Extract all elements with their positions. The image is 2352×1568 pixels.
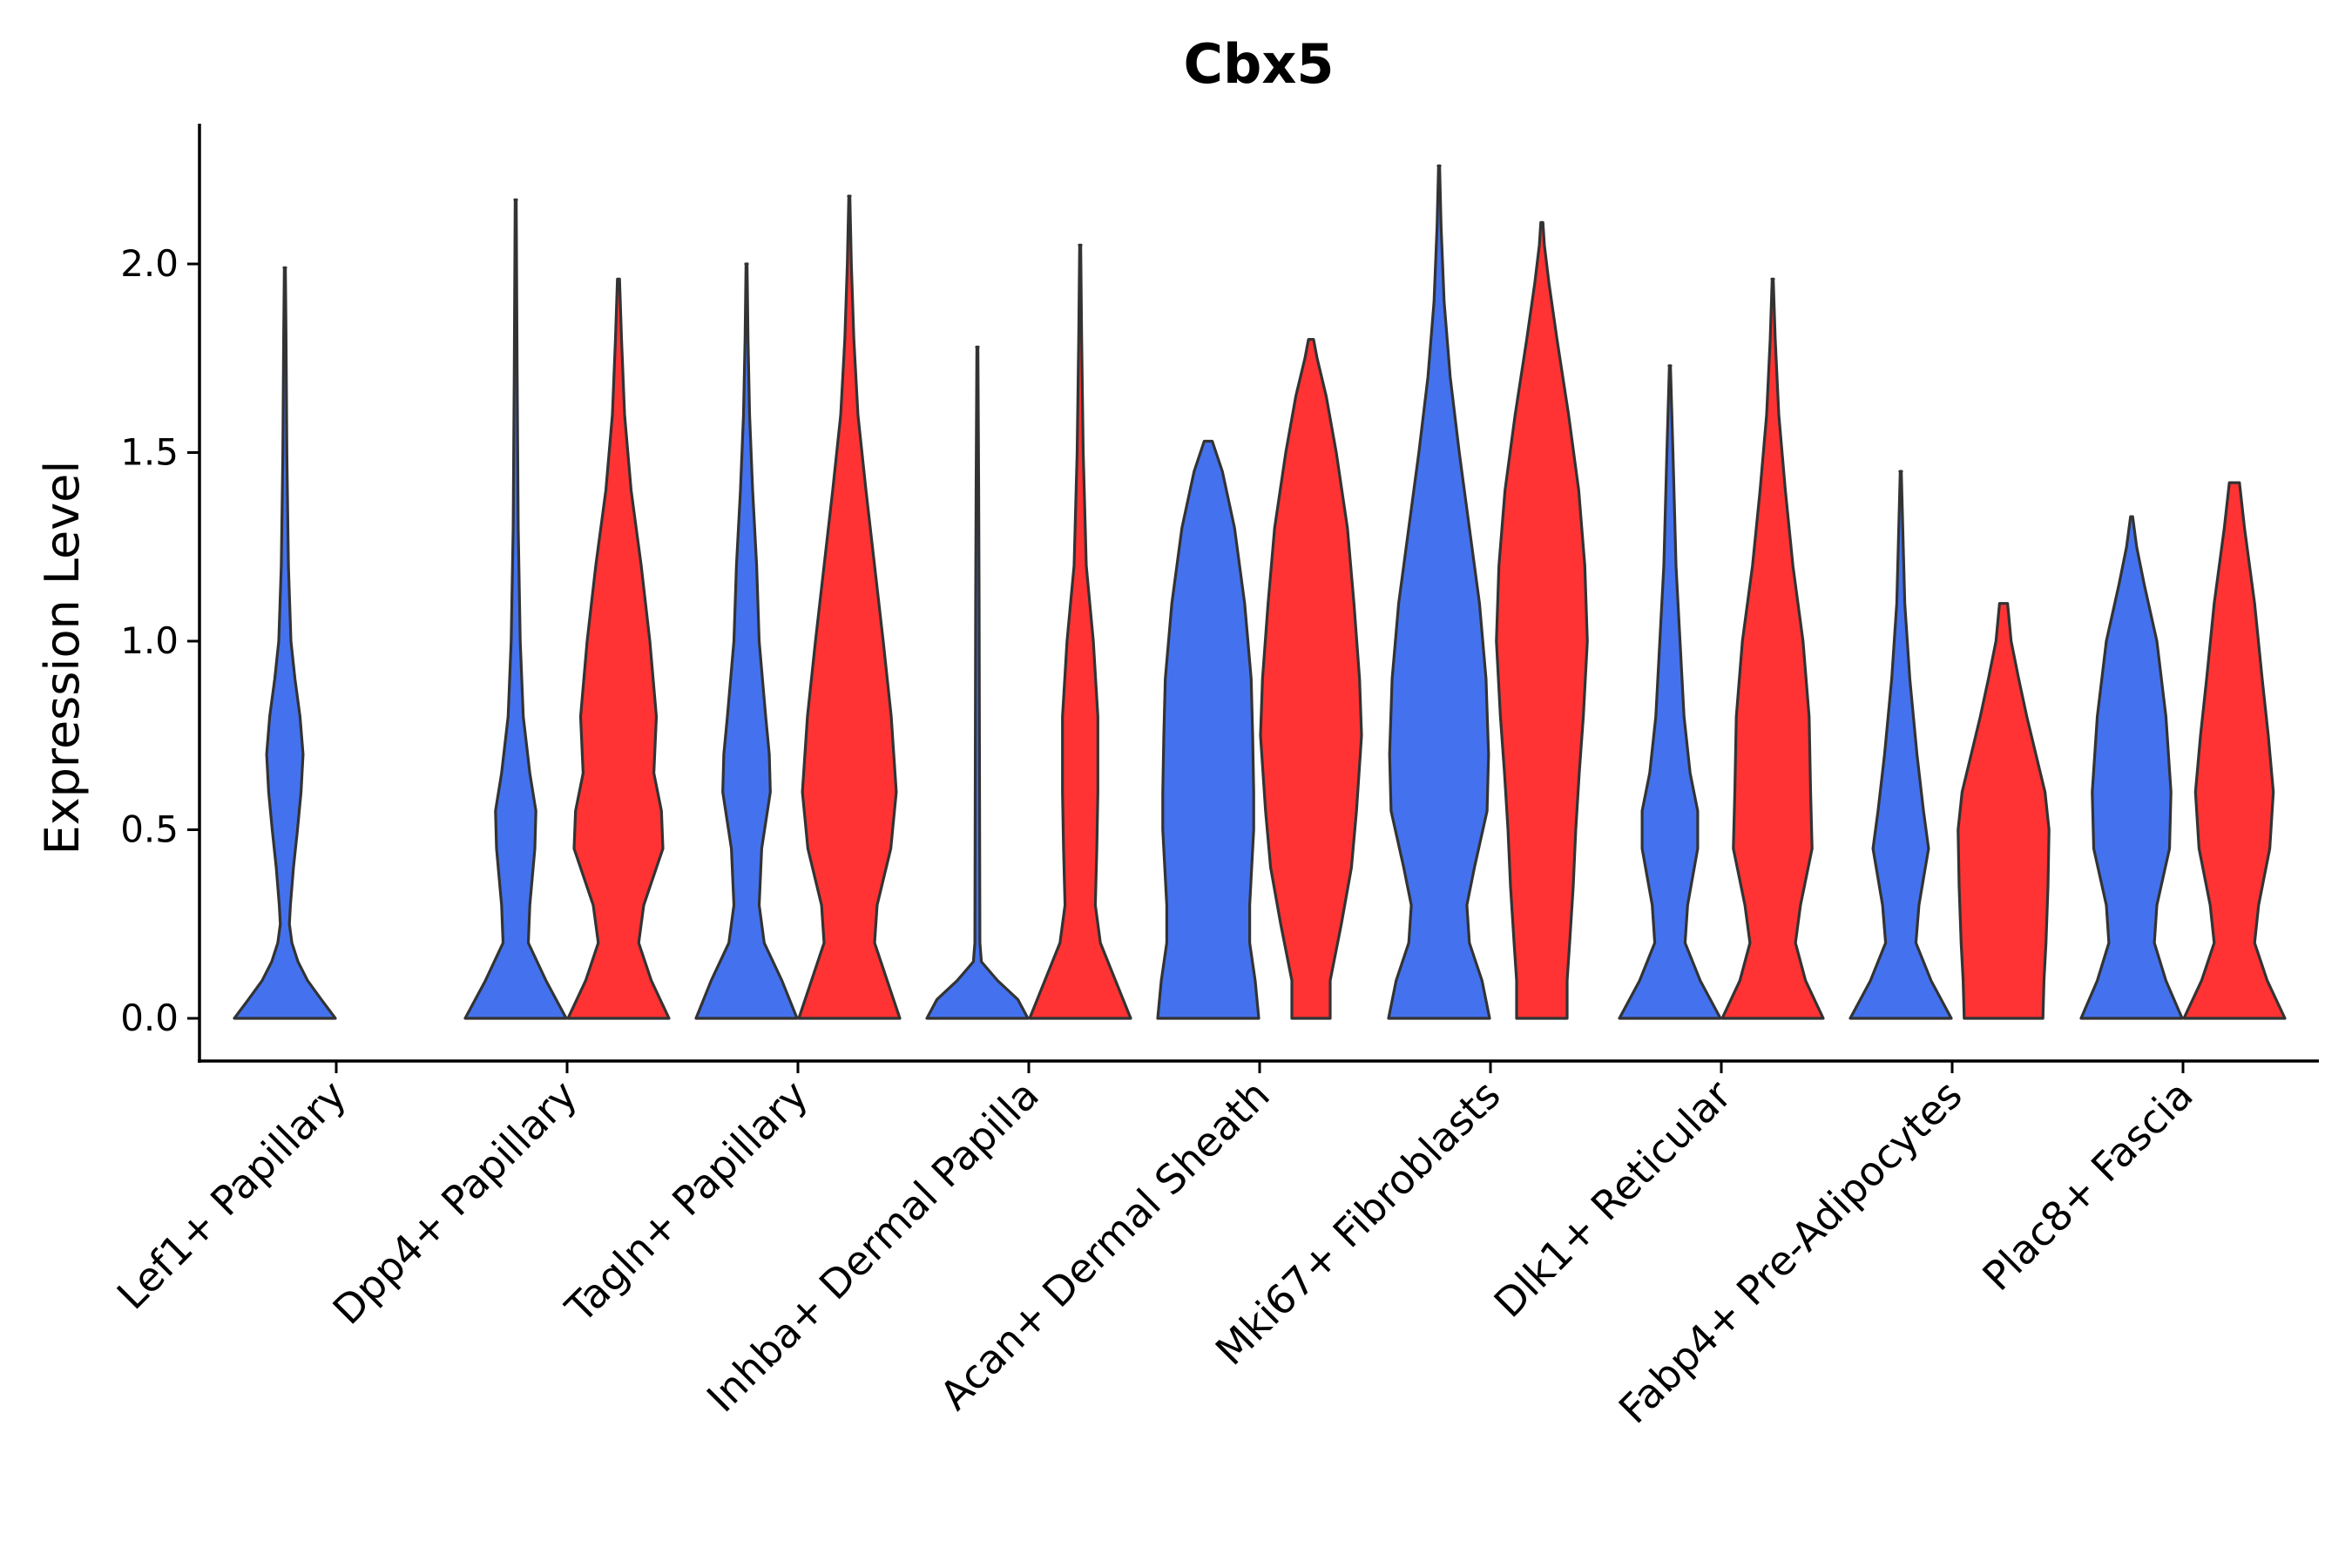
violin-lef1-papillary-group-1 — [233, 266, 337, 1020]
violin-plac8-fascia-group-1 — [2079, 515, 2184, 1020]
violin-acan-dermal-sheath-group-2 — [1259, 338, 1363, 1020]
violin-dlk1-reticular-group-1 — [1618, 364, 1722, 1020]
violin-tagln-papillary-group-1 — [694, 262, 799, 1020]
violin-dpp4-papillary-group-1 — [463, 198, 568, 1020]
y-tick-label: 1.0 — [120, 619, 179, 662]
violin-tagln-papillary-group-2 — [797, 194, 902, 1020]
y-axis-label: Expression Level — [35, 461, 90, 855]
violin-inhba-dermal-papilla-group-1 — [925, 345, 1030, 1020]
y-tick-label: 0.0 — [120, 997, 179, 1039]
violin-layer — [233, 164, 2287, 1020]
y-tick-label: 1.5 — [120, 431, 179, 474]
x-tick-label: Dpp4+ Papillary — [324, 1071, 586, 1334]
chart-title: Cbx5 — [1183, 32, 1334, 96]
violin-inhba-dermal-papilla-group-2 — [1028, 243, 1132, 1020]
y-tick-label: 0.5 — [120, 808, 179, 851]
y-tick-label: 2.0 — [120, 242, 179, 285]
x-tick-label: Dlk1+ Reticular — [1485, 1071, 1740, 1327]
violin-mki67-fibroblasts-group-1 — [1387, 164, 1491, 1020]
violin-mki67-fibroblasts-group-2 — [1495, 220, 1589, 1020]
violin-fabp4-pre-adipocytes-group-2 — [1957, 602, 2051, 1020]
violin-dlk1-reticular-group-2 — [1720, 277, 1825, 1020]
y-axis-ticks: 0.0 0.5 1.0 1.5 2.0 — [120, 242, 199, 1039]
x-tick-label: Lef1+ Papillary — [108, 1071, 355, 1319]
violin-fabp4-pre-adipocytes-group-1 — [1848, 470, 1953, 1020]
x-tick-label: Tagln+ Papillary — [556, 1071, 817, 1333]
x-tick-label: Plac8+ Fascia — [1973, 1071, 2201, 1300]
violin-acan-dermal-sheath-group-1 — [1156, 439, 1260, 1020]
violin-dpp4-papillary-group-2 — [566, 277, 671, 1020]
violin-plac8-fascia-group-2 — [2182, 481, 2287, 1020]
